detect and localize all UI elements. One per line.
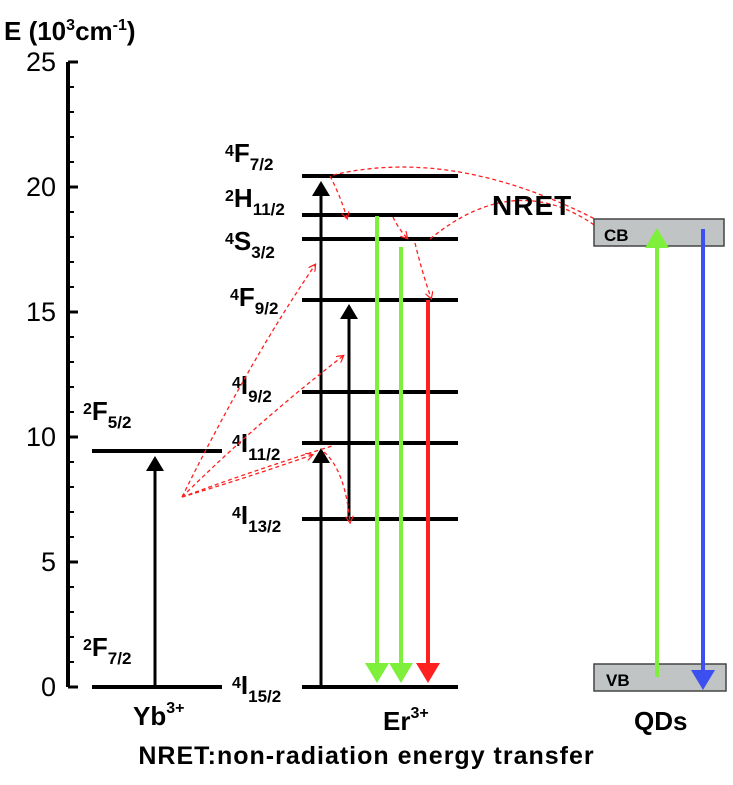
er-name: Er3+ [383,705,429,736]
yb-level-label-2f72: 2F7/2 [83,632,131,668]
et-curve-3 [181,265,315,498]
et-curve-4 [181,445,333,498]
er-label-4i112: 4I11/2 [232,428,280,464]
energy-transfer-curves [181,166,612,522]
er-label-4i132: 4I13/2 [232,500,281,536]
axis-title: E (103cm-1) [4,16,136,46]
y-tick-label: 0 [41,672,56,702]
et-relax-2h112 [392,216,407,238]
yb-level-label-2f52: 2F5/2 [83,396,131,432]
y-axis [66,60,78,689]
cb-label: CB [604,226,629,245]
er-label-4f92: 4F9/2 [230,282,278,318]
caption: NRET:non-radiation energy transfer [138,742,595,770]
vb-label: VB [606,671,630,690]
et-curve-2 [181,356,343,498]
er-label-4s32: 4S3/2 [225,226,275,262]
y-tick-label: 25 [26,47,56,77]
y-tick-labels: 0 5 10 15 20 25 [26,47,56,702]
er-label-4i92: 4I9/2 [232,370,272,406]
er-label-2h112: 2H11/2 [225,183,285,219]
et-curve-1 [181,455,312,498]
y-tick-label: 20 [26,172,56,202]
et-relax-4s32 [414,242,431,298]
yb-levels [92,449,222,689]
et-relax-4f72 [329,175,347,218]
nret-curve-2 [429,199,606,240]
y-tick-label: 5 [41,547,56,577]
y-tick-label: 15 [26,297,56,327]
qds-name: QDs [634,706,687,736]
nret-label: NRET [492,190,572,221]
er-label-4f72: 4F7/2 [225,138,273,174]
nret-curve-1 [332,166,612,228]
er-levels [302,174,458,689]
er-label-4i152: 4I15/2 [232,670,281,706]
et-relax-4i112 [323,451,350,522]
yb-name: Yb3+ [133,700,184,731]
y-tick-label: 10 [26,422,56,452]
